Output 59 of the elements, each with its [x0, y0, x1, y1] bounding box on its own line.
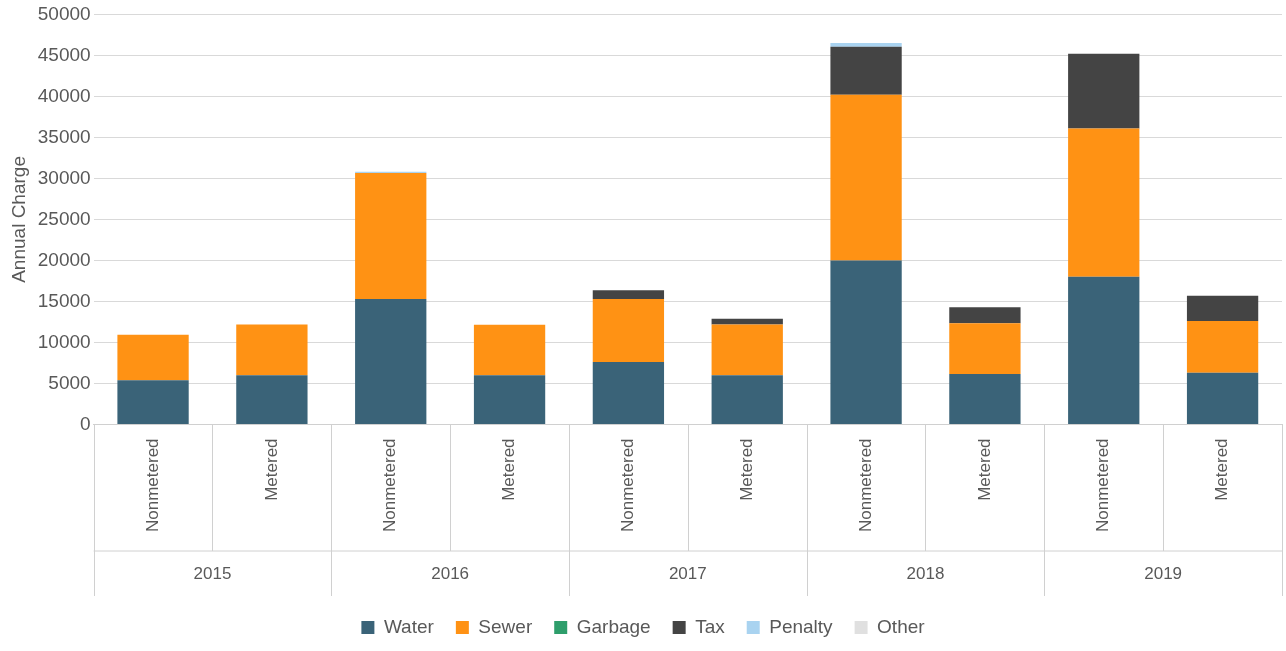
- x-tick-label: Nonmetered: [1093, 438, 1113, 533]
- bar: [236, 324, 308, 376]
- bar: [949, 374, 1021, 424]
- y-tick-label: 5000: [48, 371, 91, 393]
- bar: [1186, 321, 1259, 373]
- legend-label: Penalty: [769, 615, 834, 637]
- x-tick-label: Metered: [1212, 438, 1232, 501]
- bar: [949, 307, 1021, 324]
- x-tick-label: Nonmetered: [855, 438, 875, 533]
- bar: [830, 43, 902, 47]
- bar: [1186, 372, 1259, 424]
- y-tick-label: 0: [80, 412, 91, 434]
- bar: [592, 290, 665, 299]
- bar: [592, 298, 665, 363]
- y-tick-label: 45000: [37, 43, 91, 65]
- x-tick-label: Nonmetered: [142, 438, 162, 533]
- bar: [1068, 128, 1140, 277]
- bar: [711, 375, 783, 424]
- bar: [830, 46, 902, 95]
- x-tick-label: Metered: [736, 438, 756, 501]
- text: 2015: [193, 563, 232, 583]
- y-tick-label: 40000: [37, 84, 91, 106]
- bar: [355, 173, 427, 299]
- x-tick-label: Metered: [261, 438, 281, 501]
- bar: [473, 324, 546, 376]
- y-tick-label: 15000: [37, 289, 91, 311]
- bar: [117, 334, 189, 381]
- text: 2016: [431, 563, 470, 583]
- bar: [355, 298, 427, 424]
- y-axis-title: Annual Charge: [7, 156, 29, 283]
- y-tick-label: 35000: [37, 125, 91, 147]
- bar: [1186, 295, 1259, 322]
- bar: [830, 260, 902, 424]
- y-tick-label: 20000: [37, 248, 91, 270]
- bar: [1068, 53, 1140, 129]
- y-tick-label: 10000: [37, 330, 91, 352]
- x-tick-label: Metered: [974, 438, 994, 501]
- bar: [1068, 276, 1140, 424]
- bar: [830, 94, 902, 261]
- legend-label: Other: [877, 615, 926, 637]
- legend-label: Tax: [695, 615, 726, 637]
- text: 2019: [1144, 563, 1183, 583]
- bar: [236, 375, 308, 424]
- y-tick-label: 30000: [37, 166, 91, 188]
- bar: [592, 362, 665, 424]
- text: 2018: [906, 563, 945, 583]
- legend-label: Water: [383, 615, 435, 637]
- y-tick-label: 50000: [37, 2, 91, 24]
- bar: [117, 380, 189, 424]
- legend-label: Garbage: [576, 615, 651, 637]
- x-tick-label: Nonmetered: [618, 438, 638, 533]
- bar: [949, 323, 1021, 375]
- bar: [473, 375, 546, 424]
- x-tick-label: Metered: [499, 438, 519, 501]
- text: 2017: [668, 563, 707, 583]
- bar: [711, 324, 783, 376]
- legend-label: Sewer: [478, 615, 533, 637]
- y-tick-label: 25000: [37, 207, 91, 229]
- x-tick-label: Nonmetered: [380, 438, 400, 533]
